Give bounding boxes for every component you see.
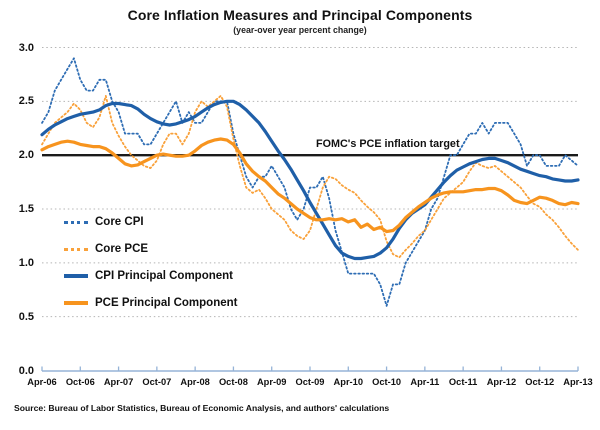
x-axis-label: Apr-06 [27, 377, 57, 387]
chart-title: Core Inflation Measures and Principal Co… [127, 7, 473, 23]
core-pce-line [41, 95, 579, 259]
x-axis-label: Apr-09 [256, 377, 287, 387]
x-axis-label: Apr-08 [180, 377, 210, 387]
x-axis-label: Oct-08 [218, 377, 248, 387]
legend-item-pce-pc: PCE Principal Component [64, 295, 238, 311]
y-axis-label: 2.5 [18, 95, 34, 108]
x-axis-label: Apr-13 [563, 377, 593, 387]
y-axis-label: 0.0 [18, 364, 34, 377]
y-axis-label: 1.5 [18, 203, 34, 215]
x-axis-label: Apr-10 [333, 377, 363, 387]
legend-item-cpi-pc: CPI Principal Component [64, 268, 233, 284]
x-axis-label: Oct-10 [372, 377, 402, 387]
cpi-principal-component-line [40, 99, 580, 261]
x-axis-label: Apr-07 [103, 377, 134, 387]
y-axis-label: 0.5 [18, 310, 34, 323]
y-axis-label: 2.0 [18, 149, 34, 162]
x-axis-label: Oct-09 [295, 377, 325, 387]
x-axis-label: Oct-12 [525, 377, 555, 387]
core-cpi-line-swatch [64, 220, 88, 224]
x-axis-label: Apr-11 [410, 377, 440, 387]
source-note: Source: Bureau of Labor Statistics, Bure… [14, 403, 390, 413]
legend-item-core-pce: Core PCE [64, 241, 148, 257]
legend-label: CPI Principal Component [95, 270, 234, 282]
legend-label: Core CPI [95, 216, 144, 228]
pce-principal-component-line-swatch [64, 301, 88, 305]
fomc-target-annotation: FOMC's PCE inflation target [316, 138, 460, 150]
x-axis-label: Oct-06 [65, 377, 95, 387]
pce-principal-component-line [40, 137, 580, 234]
cpi-principal-component-line-swatch [64, 274, 88, 278]
legend-label: Core PCE [95, 243, 149, 255]
core-pce-line-swatch [64, 247, 88, 251]
x-axis-label: Oct-07 [142, 377, 172, 387]
legend-item-core-cpi: Core CPI [64, 214, 144, 230]
x-axis-label: Oct-11 [448, 377, 478, 387]
y-axis-label: 1.0 [18, 256, 34, 269]
legend-label: PCE Principal Component [95, 297, 238, 309]
chart-subtitle: (year-over year percent change) [233, 25, 367, 35]
y-axis-label: 3.0 [18, 41, 34, 54]
x-axis-label: Apr-12 [486, 377, 517, 387]
core-cpi-line [41, 57, 579, 307]
